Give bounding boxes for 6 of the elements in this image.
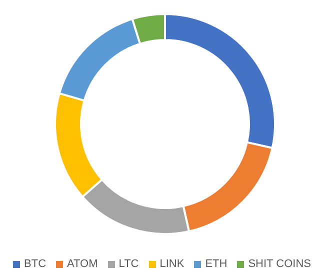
legend-label: ETH: [205, 258, 228, 270]
legend-label: ATOM: [67, 258, 98, 270]
legend-label: SHIT COINS: [248, 258, 311, 270]
legend-label: LINK: [160, 258, 184, 270]
legend-label: LTC: [118, 258, 139, 270]
legend-label: BTC: [24, 258, 46, 270]
